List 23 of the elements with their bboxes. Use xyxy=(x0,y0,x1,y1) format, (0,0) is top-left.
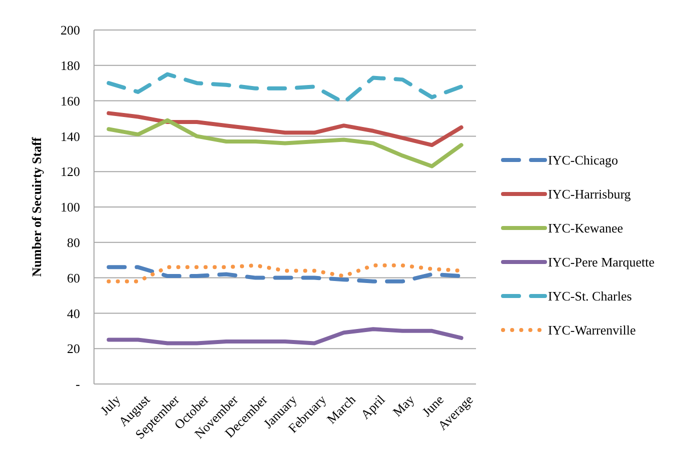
y-tick-label: 120 xyxy=(60,164,80,180)
y-tick-label: 20 xyxy=(67,341,80,356)
y-tick-label: 40 xyxy=(67,306,80,321)
y-tick-label: 200 xyxy=(60,22,80,38)
y-tick-label: 160 xyxy=(60,93,80,108)
y-tick-label: 140 xyxy=(60,128,80,144)
legend-label: IYC-St. Charles xyxy=(548,288,632,304)
y-tick-label: - xyxy=(76,376,80,392)
y-tick-label: 80 xyxy=(67,234,80,250)
legend-label: IYC-Kewanee xyxy=(548,220,624,236)
y-tick-label: 60 xyxy=(67,270,80,286)
line-series xyxy=(106,327,464,346)
x-tick-label: May xyxy=(390,392,418,420)
x-tick-label: July xyxy=(97,392,124,418)
legend-label: IYC-Harrisburg xyxy=(548,186,632,202)
line-series xyxy=(106,111,464,148)
legend-label: IYC-Chicago xyxy=(548,152,618,168)
legend-label: IYC-Warrenville xyxy=(548,322,636,338)
y-tick-label: 180 xyxy=(60,58,80,73)
y-axis-title: Number of Secuirty Staff xyxy=(29,136,44,277)
y-tick-label: 100 xyxy=(60,200,80,215)
line-series xyxy=(106,118,464,168)
legend-label: IYC-Pere Marquette xyxy=(548,254,655,270)
